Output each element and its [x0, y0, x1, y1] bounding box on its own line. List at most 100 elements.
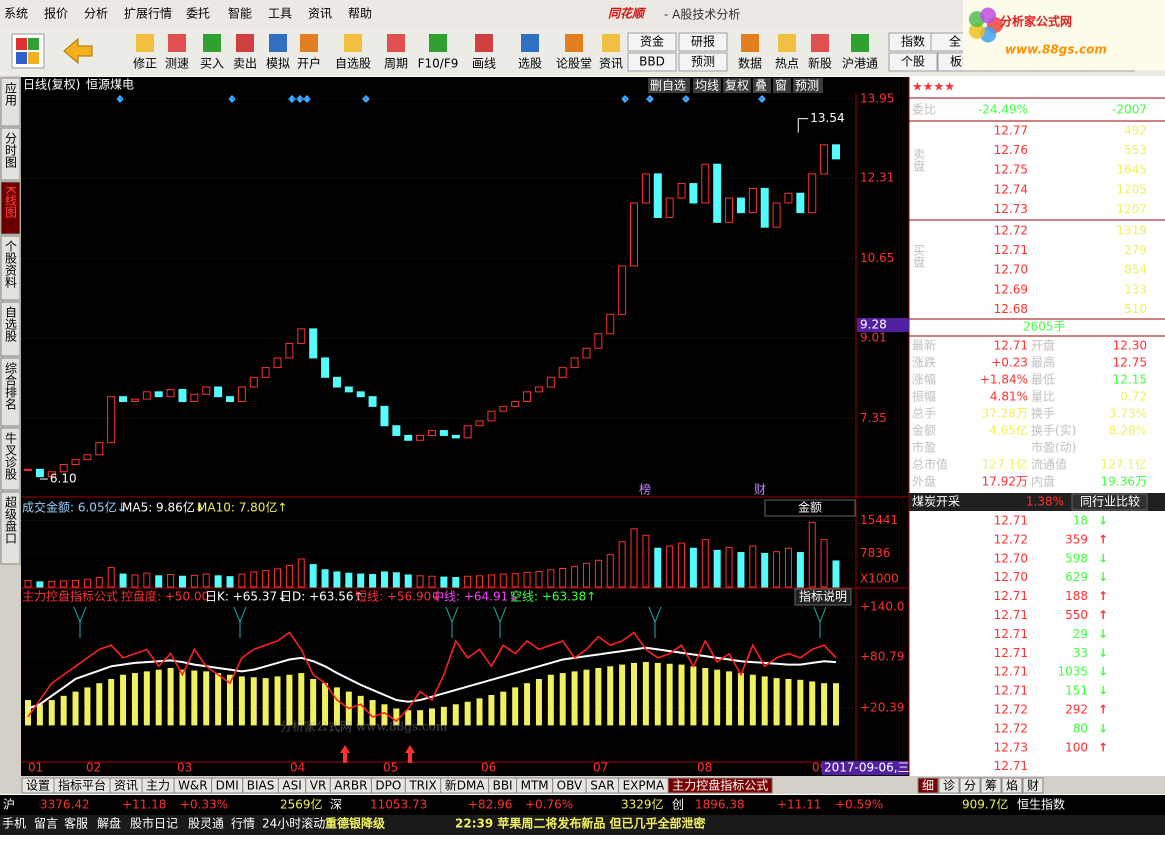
bottom-tab-label[interactable]: ASI [282, 779, 301, 793]
bottom-tab-label[interactable]: EXPMA [623, 779, 665, 793]
right-tab-label[interactable]: 筹 [985, 779, 997, 793]
volume-selector[interactable]: 金额 [798, 500, 822, 515]
toolbar-button[interactable]: 画线 [472, 57, 496, 71]
chart-control[interactable]: 叠 [755, 79, 767, 93]
bottom-tab-label[interactable]: OBV [557, 779, 583, 793]
toolbar-button[interactable]: 买入 [200, 57, 224, 71]
status-item[interactable]: 股市日记 [130, 816, 178, 831]
index-item[interactable]: +0.59% [835, 798, 883, 812]
bottom-tab-label[interactable]: BBI [493, 779, 513, 793]
bottom-tab-label[interactable]: 主力控盘指标公式 [672, 778, 768, 793]
toolbar-button[interactable]: 周期 [384, 57, 408, 71]
toolbar-button[interactable]: 资金 [640, 34, 664, 49]
toolbar-button[interactable]: 沪港通 [842, 57, 878, 71]
bottom-tab-label[interactable]: BIAS [247, 779, 275, 793]
bottom-tab-label[interactable]: DPO [375, 779, 401, 793]
toolbar-button[interactable]: 个股 [901, 55, 925, 69]
side-tab-label[interactable]: 超级盘口 [4, 495, 18, 544]
menu-item[interactable]: 智能 [228, 6, 252, 21]
toolbar-button[interactable]: F10/F9 [418, 57, 459, 71]
menu-item[interactable]: 分析 [84, 7, 108, 21]
menu-item[interactable]: 帮助 [348, 7, 372, 21]
index-item[interactable]: 1896.38 [695, 798, 745, 812]
index-item[interactable]: 11053.73 [370, 798, 427, 812]
toolbar-button[interactable]: 修正 [133, 56, 157, 71]
toolbar-button[interactable]: 自选股 [335, 57, 371, 71]
status-item[interactable]: 22:39 苹果周二将发布新品 但已几乎全部泄密 [455, 816, 706, 831]
side-tab-label[interactable]: 个股资料 [4, 240, 18, 288]
toolbar-button[interactable]: 指数 [901, 34, 925, 49]
right-tab-label[interactable]: 细 [922, 779, 934, 793]
right-tab-label[interactable]: 诊 [943, 779, 955, 793]
index-item[interactable]: +0.33% [180, 798, 228, 812]
menu-item[interactable]: 扩展行情 [124, 7, 172, 21]
right-tab-label[interactable]: 分 [964, 779, 976, 793]
side-tab-label[interactable]: K线图 [4, 186, 18, 218]
bottom-tab-label[interactable]: W&R [178, 779, 208, 793]
menu-item[interactable]: 资讯 [308, 7, 332, 21]
index-item[interactable]: +0.76% [525, 798, 573, 812]
status-item[interactable]: 解盘 [97, 816, 121, 831]
toolbar-button[interactable]: 预测 [691, 55, 715, 69]
chart-control[interactable]: 均线 [695, 79, 719, 93]
toolbar-button[interactable]: 全 [949, 34, 961, 49]
index-item[interactable]: +11.18 [122, 798, 166, 812]
event-tag[interactable]: 财 [754, 483, 766, 497]
index-item[interactable]: 创 [672, 798, 684, 812]
side-tab-label[interactable]: 牛叉诊股 [4, 431, 18, 481]
status-item[interactable]: 客服 [64, 816, 88, 831]
bottom-tab-label[interactable]: MTM [521, 779, 549, 793]
status-item[interactable]: 股灵通 [188, 817, 224, 831]
bottom-tab-label[interactable]: TRIX [408, 779, 436, 793]
index-item[interactable]: +11.11 [777, 798, 821, 812]
bottom-tab-label[interactable]: 指标平台 [58, 778, 106, 793]
index-item[interactable]: 2569亿 [280, 797, 323, 812]
menu-item[interactable]: 委托 [186, 7, 210, 21]
chart-control[interactable]: 删自选 [650, 79, 686, 93]
toolbar-button[interactable]: 新股 [808, 56, 832, 71]
status-item[interactable]: 行情 [231, 817, 255, 831]
status-item[interactable]: 24小时滚动 [262, 816, 325, 831]
side-tab-label[interactable]: 自选股 [4, 306, 18, 343]
event-tag[interactable]: 榜 [639, 482, 651, 497]
toolbar-button[interactable]: 数据 [738, 56, 762, 71]
side-tab-label[interactable]: 应用 [4, 81, 18, 107]
index-item[interactable]: 3329亿 [621, 797, 664, 812]
right-tab-label[interactable]: 焰 [1006, 778, 1018, 793]
index-item[interactable]: +82.96 [468, 798, 512, 812]
toolbar-button[interactable]: 选股 [518, 57, 542, 71]
chart-control[interactable]: 窗 [775, 79, 787, 93]
bottom-tab-label[interactable]: 主力 [146, 779, 170, 793]
toolbar-button[interactable]: 研报 [691, 34, 715, 49]
status-item[interactable]: 手机 [2, 817, 26, 831]
side-tab-label[interactable]: 分时图 [4, 132, 18, 168]
bottom-tab-label[interactable]: SAR [590, 779, 614, 793]
status-item[interactable]: 重德银降级 [325, 816, 385, 831]
bottom-tab-label[interactable]: 资讯 [114, 779, 138, 793]
toolbar-button[interactable]: 开户 [297, 56, 321, 71]
side-tab-label[interactable]: 综合排名 [4, 362, 18, 410]
bottom-tab-label[interactable]: 新DMA [445, 778, 486, 793]
status-item[interactable]: 留言 [34, 817, 58, 831]
toolbar-button[interactable]: 资讯 [599, 57, 623, 71]
bottom-tab-label[interactable]: 设置 [26, 779, 50, 793]
index-item[interactable]: 沪 [3, 798, 15, 812]
notice[interactable]: 查看详细 [1097, 319, 1145, 334]
bottom-tab-label[interactable]: DMI [216, 779, 239, 793]
toolbar-button[interactable]: 论股堂 [556, 57, 592, 71]
toolbar-button[interactable]: 测速 [165, 57, 189, 71]
index-item[interactable]: 深 [330, 798, 342, 812]
menu-item[interactable]: 系统 [4, 7, 28, 21]
chart-control[interactable]: 预测 [795, 79, 819, 93]
industry-compare[interactable]: 同行业比较 [1080, 494, 1140, 509]
right-tab-label[interactable]: 财 [1027, 779, 1039, 793]
index-item[interactable]: 恒生指数 [1017, 797, 1065, 812]
toolbar-button[interactable]: 卖出 [233, 57, 257, 71]
index-item[interactable]: 909.7亿 [962, 797, 1008, 812]
menu-item[interactable]: 报价 [44, 6, 68, 21]
toolbar-button[interactable]: BBD [639, 55, 665, 69]
bottom-tab-label[interactable]: ARBR [334, 779, 367, 793]
indicator-button[interactable]: 指标说明 [799, 589, 847, 604]
chart-control[interactable]: 复权 [725, 79, 749, 93]
bottom-tab-label[interactable]: VR [310, 779, 327, 793]
